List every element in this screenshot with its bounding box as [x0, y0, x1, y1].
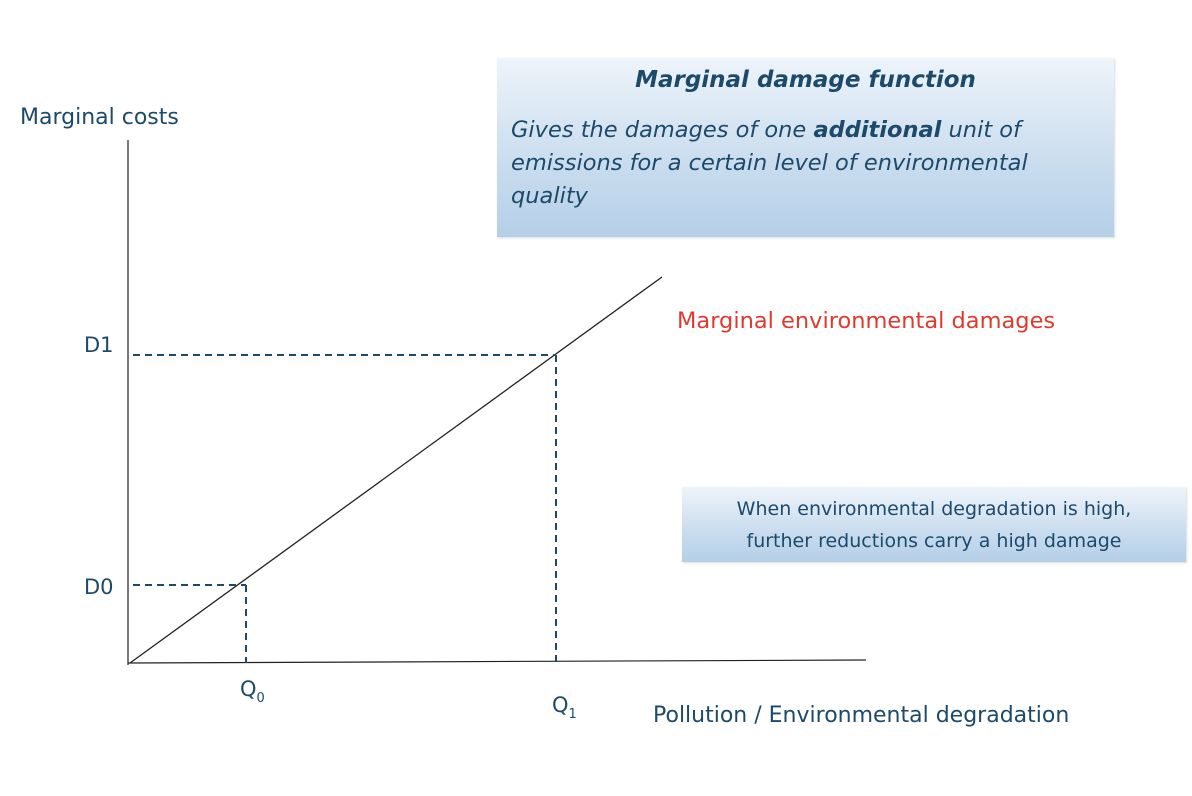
note-line: When environmental degradation is high, — [736, 498, 1132, 520]
y-axis-label: Marginal costs — [20, 105, 179, 130]
d0-label: D0 — [84, 575, 114, 599]
q0-letter: Q — [240, 677, 257, 701]
q1-subscript: 1 — [569, 707, 577, 722]
q1-label: Q1 — [552, 693, 577, 722]
q0-subscript: 0 — [257, 691, 265, 706]
note-line: further reductions carry a high damage — [746, 530, 1122, 552]
d1-label: D1 — [84, 333, 114, 357]
definition-text: Gives the damages of one additional unit… — [511, 114, 1101, 213]
x-axis-label: Pollution / Environmental degradation — [653, 703, 1069, 728]
definition-text-emphasis: additional — [813, 117, 942, 143]
x-axis — [127, 659, 867, 664]
damage-curve — [129, 276, 663, 664]
definition-text-part: Gives the damages of one — [511, 117, 814, 143]
q0-label: Q0 — [240, 677, 265, 706]
definition-box: Marginal damage function Gives the damag… — [497, 58, 1114, 237]
definition-title: Marginal damage function — [635, 67, 976, 93]
q1-letter: Q — [552, 693, 569, 717]
definition-text-part: unit of emissions for a certain level of… — [511, 117, 1028, 209]
note-box: When environmental degradation is high, … — [682, 487, 1186, 562]
curve-label: Marginal environmental damages — [677, 308, 1055, 334]
